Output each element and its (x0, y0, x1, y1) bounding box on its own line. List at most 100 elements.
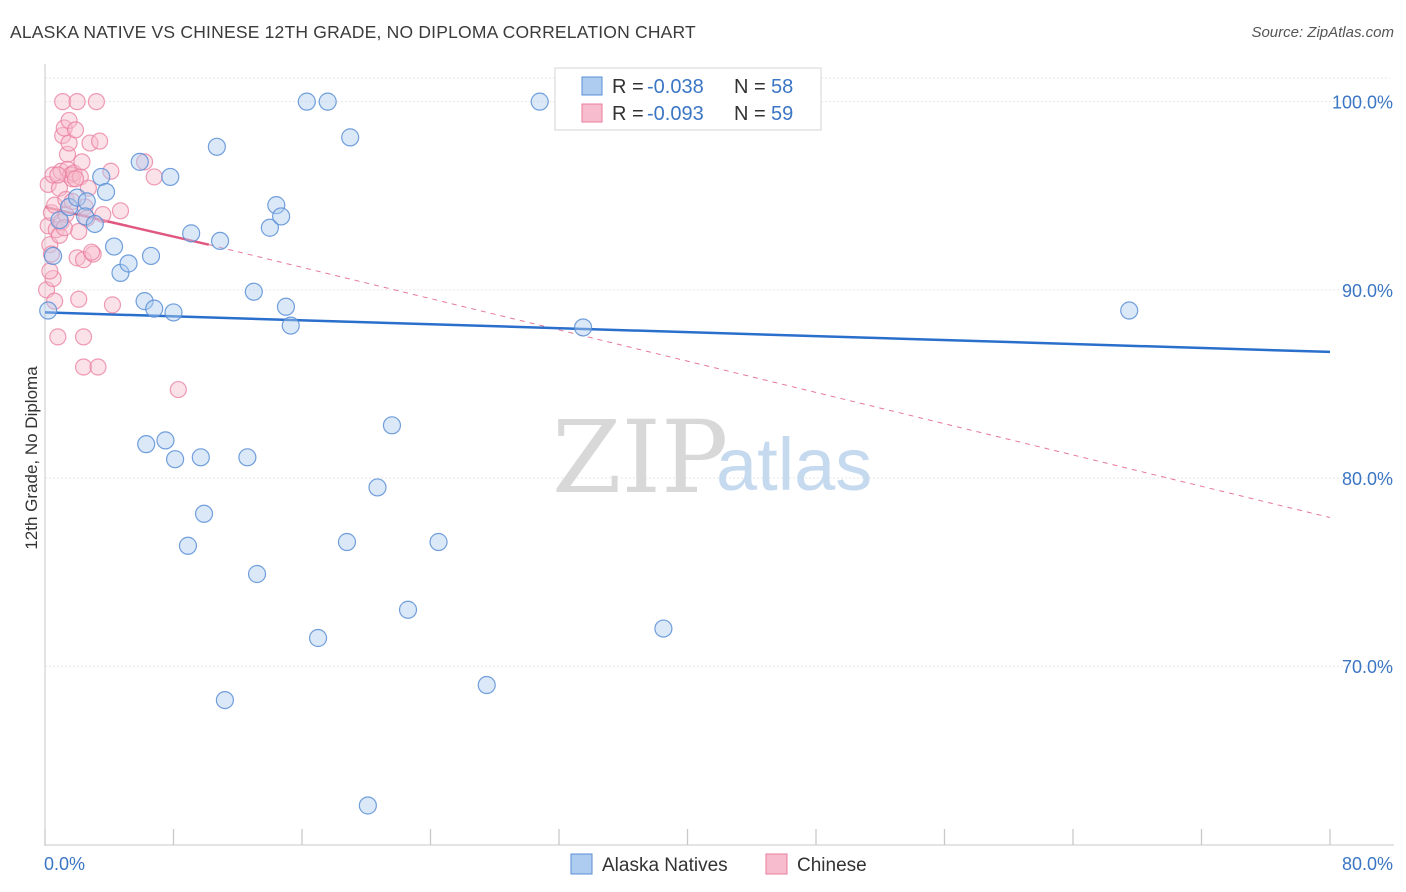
pink-swatch-icon (581, 103, 603, 123)
legend-blue-swatch-icon (570, 853, 593, 875)
chinese-trend-extension (208, 244, 1331, 519)
chinese-point (70, 290, 88, 308)
y-axis-label: 12th Grade, No Diploma (22, 366, 41, 550)
alaska-natives-point (477, 675, 496, 695)
alaska-natives-point (130, 152, 149, 171)
alaska-natives-point (358, 796, 377, 815)
axes (44, 64, 1394, 846)
alaska-natives-point (272, 207, 291, 226)
alaska-natives-point (260, 218, 279, 237)
pink-r-value: -0.093 (647, 103, 704, 125)
pink-n-label: N = (734, 103, 766, 125)
alaska-natives-point (92, 167, 111, 187)
chinese-point (66, 170, 85, 188)
chinese-point (66, 121, 85, 139)
chinese-point (60, 111, 78, 130)
chinese-point (135, 153, 154, 171)
watermark-atlas: atlas (716, 423, 872, 506)
alaska-natives-point (104, 237, 124, 256)
y-tick-label: 100.0% (1332, 93, 1393, 113)
alaska-natives-point (135, 292, 154, 311)
chinese-point (54, 93, 72, 111)
alaska-natives-point (85, 214, 104, 234)
alaska-natives-point (191, 448, 210, 467)
alaska-natives-point (573, 318, 593, 337)
chinese-point (82, 243, 101, 261)
blue-n-label: N = (734, 76, 766, 98)
chinese-point (89, 358, 107, 376)
alaska-natives-point (308, 628, 328, 648)
legend-chinese: Chinese (797, 855, 867, 876)
chinese-points (38, 93, 187, 399)
trend-lines (44, 205, 1331, 519)
chinese-point (49, 166, 67, 184)
source-label: Source: ZipAtlas.com (1251, 24, 1394, 41)
alaska-natives-point (182, 224, 201, 243)
watermark-zip: ZIP (552, 399, 728, 516)
alaska-natives-point (50, 211, 69, 230)
alaska-natives-point (137, 435, 156, 454)
chinese-point (91, 132, 109, 150)
alaska-natives-point (207, 137, 226, 156)
blue-swatch-icon (581, 76, 603, 96)
alaska-natives-point (156, 431, 175, 450)
chinese-point (73, 153, 91, 171)
alaska-natives-point (178, 536, 198, 555)
chinese-point (74, 358, 93, 376)
alaska-natives-point (166, 450, 185, 469)
tick-labels: 70.0% 80.0% 90.0% 100.0% 0.0% 80.0% (44, 93, 1393, 874)
alaska-natives-point (1120, 301, 1139, 320)
alaska-natives-point (267, 196, 286, 215)
alaska-natives-point (398, 600, 418, 619)
pink-n-value: 59 (771, 103, 793, 125)
blue-n-value: 58 (771, 76, 793, 98)
alaska-natives-point (654, 619, 673, 638)
alaska-natives-point (382, 416, 402, 435)
alaska-natives-point (281, 316, 300, 335)
stats-box: R = -0.038 N = 58 R = -0.093 N = 59 (554, 67, 822, 131)
alaska-natives-point (368, 478, 387, 497)
x-tick-label: 80.0% (1342, 854, 1393, 874)
alaska-natives-point (141, 246, 161, 266)
alaska-natives-point (77, 192, 96, 211)
chinese-point (103, 296, 122, 314)
y-tick-label: 80.0% (1342, 469, 1393, 489)
chinese-point (111, 202, 130, 220)
chinese-trend-line (44, 205, 210, 246)
alaska-natives-point (76, 207, 95, 226)
gridlines (45, 77, 1390, 667)
chinese-point (49, 328, 67, 346)
alaska-natives-point (247, 564, 267, 584)
alaska-natives-point (145, 299, 164, 318)
alaska-natives-point (161, 167, 180, 187)
alaska-natives-point (530, 92, 549, 111)
chinese-point (41, 262, 59, 280)
pink-r-label: R = (612, 103, 644, 125)
y-tick-label: 90.0% (1342, 281, 1393, 301)
alaska-natives-point (238, 448, 257, 467)
blue-r-value: -0.038 (647, 76, 704, 98)
alaska-natives-point (337, 532, 357, 552)
chinese-point (145, 168, 163, 186)
chinese-point (87, 93, 106, 111)
chinese-point (46, 292, 64, 310)
alaska-natives-point (341, 128, 360, 147)
y-tick-label: 70.0% (1342, 657, 1393, 677)
alaska-natives-point (318, 92, 337, 111)
chinese-point (68, 93, 86, 111)
alaska-natives-point (429, 532, 448, 552)
alaska-natives-point (194, 504, 214, 523)
alaska-natives-point (96, 182, 116, 202)
alaska-natives-points (39, 92, 1139, 815)
alaska-natives-point (43, 246, 63, 266)
alaska-natives-point (276, 297, 296, 316)
alaska-natives-point (119, 254, 138, 273)
alaska-natives-point (244, 282, 263, 301)
alaska-natives-point (215, 690, 234, 710)
legend-alaska-natives: Alaska Natives (602, 855, 728, 876)
blue-r-label: R = (612, 76, 644, 98)
alaska-natives-point (164, 303, 183, 322)
alaska-natives-point (68, 188, 87, 207)
legend: Alaska Natives Chinese (570, 853, 867, 876)
